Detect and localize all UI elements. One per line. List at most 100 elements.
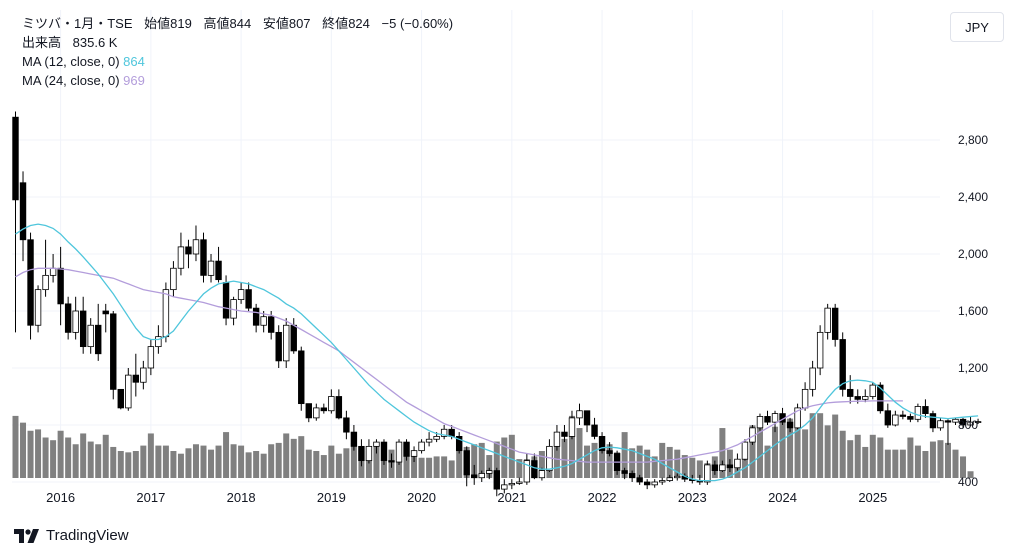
volume-bar xyxy=(365,451,372,478)
volume-bar xyxy=(824,425,831,478)
low-label: 安値 xyxy=(262,16,289,31)
volume-bar xyxy=(87,441,94,478)
volume-bar xyxy=(260,453,267,478)
candle xyxy=(538,467,546,481)
volume-bar xyxy=(967,471,974,478)
candle xyxy=(628,470,636,482)
volume-bar xyxy=(335,453,342,478)
candle-body xyxy=(553,431,561,447)
volume-bar xyxy=(884,449,891,478)
tradingview-logo[interactable]: TradingView xyxy=(14,527,129,544)
volume-bar xyxy=(764,445,771,478)
volume-bar xyxy=(944,442,951,478)
candle xyxy=(674,473,681,481)
volume-bar xyxy=(621,432,628,478)
volume-bar xyxy=(501,437,508,478)
candle-body xyxy=(591,424,598,437)
candle-body xyxy=(185,246,192,255)
candle-body xyxy=(786,421,794,429)
volume-bar xyxy=(35,429,42,478)
close-label: 終値 xyxy=(322,16,349,31)
time-tick-label: 2023 xyxy=(678,490,707,505)
candle xyxy=(801,382,809,411)
candle xyxy=(659,477,666,485)
candle xyxy=(395,439,403,465)
candle xyxy=(816,325,824,376)
candle xyxy=(358,439,365,467)
candle-body xyxy=(365,445,373,462)
volume-bar xyxy=(952,449,959,478)
candle xyxy=(478,470,485,482)
candle xyxy=(862,389,869,403)
ma24-row[interactable]: MA (24, close, 0) 969 xyxy=(22,71,453,90)
candle xyxy=(944,419,952,445)
candle-body xyxy=(899,414,907,417)
candle xyxy=(275,325,282,368)
candle xyxy=(847,375,854,404)
candle xyxy=(328,389,335,414)
ma12-row[interactable]: MA (12, close, 0) 864 xyxy=(22,52,453,71)
volume-bar xyxy=(80,433,87,478)
volume-bar xyxy=(538,451,545,478)
candle xyxy=(343,410,350,440)
volume-bar xyxy=(245,452,252,478)
volume-bar xyxy=(937,440,944,478)
candle-body xyxy=(914,406,922,420)
volume-bar xyxy=(403,453,410,478)
candle xyxy=(929,410,937,433)
currency-button[interactable]: JPY xyxy=(950,12,1004,42)
candle-body xyxy=(162,289,170,338)
candle-body xyxy=(854,396,861,400)
candle xyxy=(839,332,846,397)
volume-bar xyxy=(817,413,824,478)
volume-bar xyxy=(847,440,854,478)
volume-bar xyxy=(65,437,72,478)
price-tick-label: 1,200 xyxy=(958,361,988,375)
candle-body xyxy=(907,416,914,420)
candle-body xyxy=(944,420,952,423)
volume-bar xyxy=(200,445,207,478)
candle xyxy=(786,417,794,433)
volume-bar xyxy=(862,446,869,478)
candle xyxy=(922,399,929,418)
volume-bar xyxy=(328,445,335,478)
price-tick-label: 2,000 xyxy=(958,247,988,261)
price-axis[interactable]: 400 800 1,200 1,600 2,000 2,400 2,800 xyxy=(958,133,988,489)
volume-bar xyxy=(373,442,380,478)
candle-body xyxy=(410,450,418,457)
volume-bar xyxy=(313,451,320,478)
time-axis[interactable]: 2016 2017 2018 2019 2020 2021 2022 2023 2024 2025 xyxy=(46,490,887,505)
candle-body xyxy=(756,416,764,429)
candle-body xyxy=(877,384,884,412)
candle-body xyxy=(967,421,974,426)
candle xyxy=(335,389,343,420)
candle-body xyxy=(12,116,19,201)
price-tick-label: 2,800 xyxy=(958,133,988,147)
volume-row: 出来高 835.6 K xyxy=(22,33,453,52)
candle-body xyxy=(643,481,651,486)
candle xyxy=(57,246,64,326)
candle-body xyxy=(478,473,485,479)
symbol-title[interactable]: ミツバ・1月・TSE xyxy=(22,16,133,31)
volume-bar xyxy=(756,428,763,478)
candle xyxy=(140,360,147,390)
volume-bar xyxy=(869,434,876,478)
candle xyxy=(899,410,907,420)
candle-body xyxy=(734,458,741,469)
candle-body xyxy=(95,324,102,355)
candle xyxy=(636,474,643,485)
candle xyxy=(440,425,448,440)
candle xyxy=(568,410,576,440)
candle-body xyxy=(222,282,230,319)
volume-bar xyxy=(117,451,124,478)
candle-body xyxy=(34,289,42,326)
candle-body xyxy=(531,460,538,479)
candle-body xyxy=(252,307,260,326)
candle xyxy=(666,474,673,482)
volume-bar xyxy=(666,446,673,478)
candle-body xyxy=(125,374,132,409)
volume-bar xyxy=(275,442,282,478)
candle xyxy=(425,432,433,447)
candle xyxy=(245,282,252,311)
